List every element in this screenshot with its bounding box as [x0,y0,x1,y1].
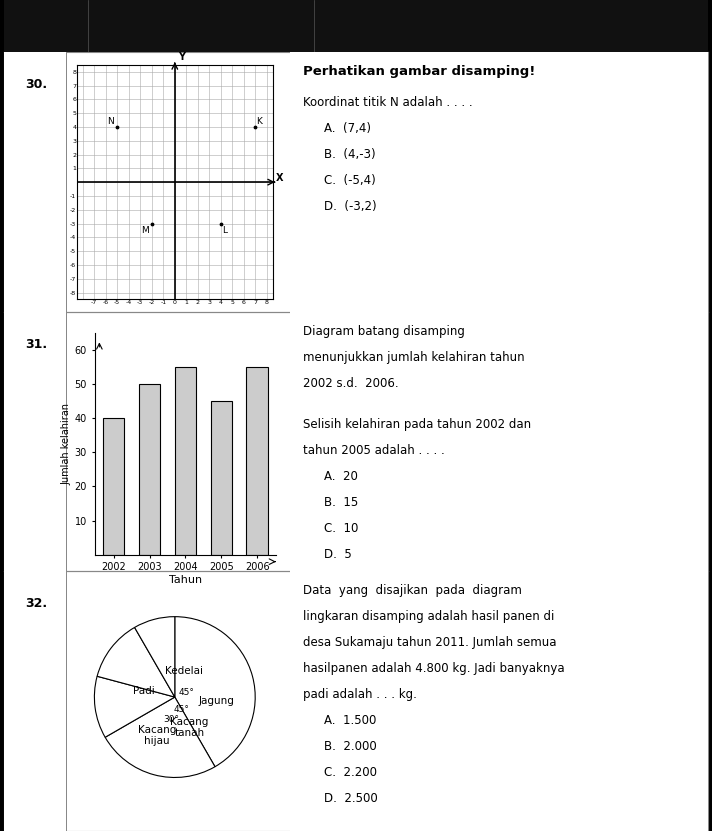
Text: padi adalah . . . kg.: padi adalah . . . kg. [303,688,417,701]
Text: Diagram batang disamping: Diagram batang disamping [303,325,465,338]
Text: Data  yang  disajikan  pada  diagram: Data yang disajikan pada diagram [303,584,522,597]
Bar [103,418,125,555]
Text: A.  1.500: A. 1.500 [324,714,377,727]
Y-axis label: Jumlah kelahiran: Jumlah kelahiran [62,403,72,484]
Text: Perhatikan gambar disamping!: Perhatikan gambar disamping! [303,66,535,78]
Text: K: K [256,117,262,126]
Text: 30.: 30. [26,78,48,91]
Text: Kedelai: Kedelai [165,666,204,676]
Text: 45°: 45° [173,705,189,714]
Wedge shape [95,676,175,737]
Text: M: M [141,226,149,235]
Text: C.  2.200: C. 2.200 [324,766,377,779]
Text: 30°: 30° [164,715,179,724]
Bar [211,401,232,555]
Text: X: X [276,173,283,183]
Text: Y: Y [178,52,185,62]
Wedge shape [105,697,215,778]
Text: B.  (4,-3): B. (4,-3) [324,149,375,161]
Text: menunjukkan jumlah kelahiran tahun: menunjukkan jumlah kelahiran tahun [303,351,525,364]
Text: B.  15: B. 15 [324,496,358,509]
Text: 2002 s.d.  2006.: 2002 s.d. 2006. [303,376,399,390]
Text: Kacang
hijau: Kacang hijau [138,725,177,746]
Text: Selisih kelahiran pada tahun 2002 dan: Selisih kelahiran pada tahun 2002 dan [303,418,531,431]
Text: C.  (-5,4): C. (-5,4) [324,175,376,187]
Text: 32.: 32. [26,597,48,611]
Text: lingkaran disamping adalah hasil panen di: lingkaran disamping adalah hasil panen d… [303,611,555,623]
Text: D.  5: D. 5 [324,548,352,561]
Wedge shape [174,617,255,767]
Text: 31.: 31. [26,338,48,351]
Bar [174,366,197,555]
Text: L: L [222,226,227,235]
Text: D.  2.500: D. 2.500 [324,792,377,805]
Text: A.  (7,4): A. (7,4) [324,122,371,135]
Text: Padi: Padi [133,686,155,696]
Text: A.  20: A. 20 [324,470,358,484]
Bar [139,384,160,555]
Text: B.  2.000: B. 2.000 [324,740,377,753]
X-axis label: Tahun: Tahun [169,575,202,585]
Text: C.  10: C. 10 [324,522,358,535]
Text: D.  (-3,2): D. (-3,2) [324,200,377,214]
Wedge shape [97,627,175,697]
Text: desa Sukamaju tahun 2011. Jumlah semua: desa Sukamaju tahun 2011. Jumlah semua [303,637,557,649]
Text: 45°: 45° [179,688,195,696]
Text: hasilpanen adalah 4.800 kg. Jadi banyaknya: hasilpanen adalah 4.800 kg. Jadi banyakn… [303,662,565,676]
Text: N: N [107,117,114,126]
Text: Jagung: Jagung [199,696,234,706]
Wedge shape [135,617,175,697]
Bar [246,366,268,555]
Text: Koordinat titik N adalah . . . .: Koordinat titik N adalah . . . . [303,96,473,110]
Text: tahun 2005 adalah . . . .: tahun 2005 adalah . . . . [303,445,445,457]
Text: Kacang
tanah: Kacang tanah [170,717,209,739]
